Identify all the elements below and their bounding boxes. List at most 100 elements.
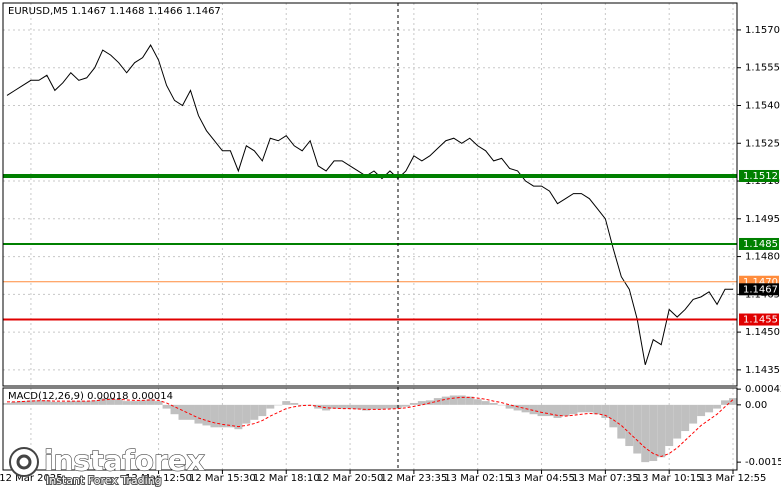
macd-bar [441,396,450,405]
macd-bar [585,404,594,413]
macd-bar [170,404,179,415]
macd-bar [370,404,378,410]
price-panel-frame [2,2,738,387]
x-tick-label: 12 Mar 20:50 [317,473,384,484]
macd-bar [609,404,618,428]
level-label-box [739,169,779,182]
macd-bar [449,395,458,405]
x-tick-label: 12 Mar 15:30 [189,473,256,484]
macd-bar [98,398,107,405]
macd-bar [218,404,227,428]
x-tick-label: 13 Mar 12:55 [700,473,767,484]
level-label: 1.1512 [743,171,778,182]
watermark-tagline: Instant Forex Trading [46,474,162,487]
macd-bar [417,401,426,405]
macd-bar [242,404,251,424]
macd-bar [346,404,355,409]
macd-bar [338,404,347,409]
macd-bar [90,400,99,405]
level-label-box [739,313,779,326]
macd-bar [146,399,155,405]
macd-bar [689,404,698,424]
macd-bar [577,404,586,413]
macd-bar [569,404,578,415]
macd-bar [42,400,51,405]
macd-bar [362,404,370,411]
y-tick-label: 1.1525 [745,138,780,149]
grid [3,3,737,470]
level-label: 1.1455 [743,315,778,326]
macd-bar [657,404,666,458]
macd-bar [34,400,43,405]
x-tick-label: 13 Mar 07:35 [572,473,639,484]
macd-bar [194,404,203,424]
macd-bar [10,401,19,405]
macd-bar [298,404,307,406]
macd-bar [713,404,722,409]
macd-bar [601,404,610,418]
macd-bar [729,398,737,405]
macd-bar [465,396,474,405]
last-price-label: 1.1467 [743,284,778,295]
macd-bar [697,404,706,417]
macd-bar [513,404,522,411]
macd-bar [681,404,690,432]
macd-panel-frame [2,387,738,471]
macd-bar [641,404,650,463]
macd-bar [497,404,506,406]
macd-bar [322,404,331,411]
macd-bar [721,400,730,405]
watermark: instaforex Instant Forex Trading [9,443,205,488]
macd-bar [250,404,259,420]
x-tick-label: 12 Mar 12:50 [125,473,192,484]
y-tick-label: 1.1540 [745,100,780,111]
last-price-box [739,283,779,296]
macd-bar [330,404,339,409]
level-label: 1.1470 [743,277,778,288]
macd-bar [186,404,195,420]
macd-bar [545,404,554,417]
macd-bar [649,404,658,462]
macd-bar [633,404,642,454]
macd-bar [665,404,674,447]
y-tick-label: 1.1570 [745,25,780,36]
macd-bar [258,404,267,417]
logo-icon-inner [16,454,32,470]
plot-area [3,44,737,463]
macd-bar [106,398,115,405]
macd-bar [354,404,363,410]
macd-bar [234,404,243,430]
macd-bar [290,402,299,405]
x-tick-label: 13 Mar 10:15 [636,473,703,484]
macd-bar [210,404,219,428]
y-tick-label: -0.00153 [745,457,781,468]
macd-bar [505,404,514,409]
macd-bar [553,404,562,418]
macd-bar [489,402,498,405]
level-label-box [739,237,779,250]
macd-bar [409,402,418,405]
macd-title: MACD(12,26,9) 0.00018 0.00014 [8,391,173,402]
y-tick-label: 0.00 [745,400,767,411]
x-tick-label: 12 Mar 2025 [0,473,63,484]
y-tick-label: 1.1480 [745,252,780,263]
macd-bar [226,404,235,428]
signal-line [6,396,734,458]
macd-bar [74,401,83,405]
macd-bar [625,404,634,447]
macd-bar [529,404,538,415]
macd-bar [457,395,466,405]
x-tick-label: 12 Mar 18:10 [253,473,320,484]
logo-icon [9,447,39,477]
macd-bar [162,404,171,409]
macd-bar [377,404,386,410]
macd-bar [537,404,546,417]
watermark-brand: instaforex [44,444,205,477]
macd-bar [473,399,482,405]
macd-bar [274,404,283,406]
macd-bar [3,402,11,405]
macd-bar [82,401,91,405]
macd-bar [561,404,570,417]
